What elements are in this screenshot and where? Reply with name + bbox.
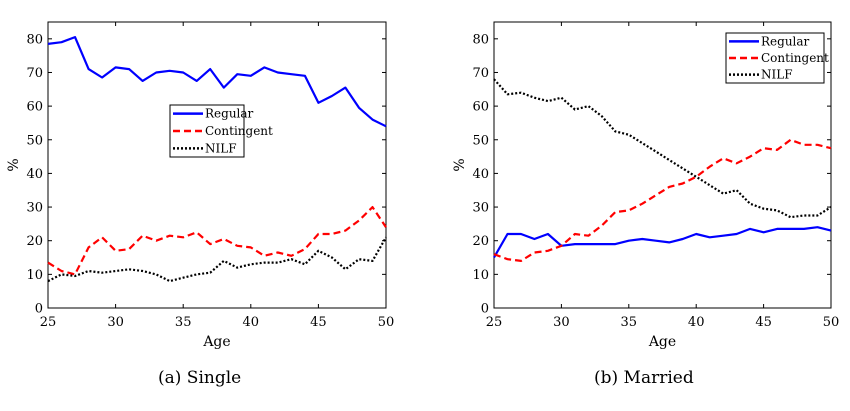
- x-tick-label: 50: [823, 315, 840, 330]
- series-line-regular: [493, 226, 832, 259]
- x-tick-label: 50: [378, 315, 395, 330]
- legend-label: NILF: [761, 68, 793, 82]
- caption-married: (b) Married: [594, 368, 694, 388]
- y-tick-label: 30: [472, 201, 489, 216]
- legend-label: Regular: [205, 107, 254, 121]
- y-tick-label: 40: [26, 167, 43, 182]
- y-tick-label: 10: [26, 268, 43, 283]
- x-tick-label: 40: [243, 315, 260, 330]
- y-tick-label: 70: [472, 66, 489, 81]
- caption-single: (a) Single: [158, 368, 242, 388]
- x-tick-label: 45: [755, 315, 772, 330]
- series-line-contingent: [493, 138, 832, 262]
- y-tick-label: 80: [472, 32, 489, 47]
- chart-panel-married: 25 30 35 40 45 50 0 10 20 30 40 50 60 70 80 Age% Regular…: [452, 21, 840, 350]
- y-axis-label: %: [452, 158, 468, 171]
- y-tick-label: 20: [472, 234, 489, 249]
- y-tick-label: 20: [26, 234, 43, 249]
- y-tick-label: 80: [26, 32, 43, 47]
- series-line-regular: [47, 35, 387, 128]
- legend-label: Contingent: [761, 51, 829, 65]
- y-tick-label: 10: [472, 268, 489, 283]
- chart-panel-single: 25 30 35 40 45 50 0 10 20 30 40 50 60 70 80 Age% Regular…: [6, 21, 395, 350]
- y-tick-label: 30: [26, 201, 43, 216]
- legend-label: Regular: [761, 34, 810, 48]
- series-line-nilf: [493, 78, 832, 219]
- y-tick-label: 0: [481, 302, 489, 317]
- x-tick-label: 35: [175, 315, 192, 330]
- y-tick-label: 50: [26, 133, 43, 148]
- x-axis-label: Age: [202, 334, 230, 350]
- legend-label: Contingent: [205, 124, 273, 138]
- x-tick-label: 30: [553, 315, 570, 330]
- x-tick-label: 25: [486, 315, 503, 330]
- x-tick-label: 35: [621, 315, 638, 330]
- y-tick-label: 70: [26, 66, 43, 81]
- y-axis-label: %: [6, 158, 22, 171]
- x-axis-label: Age: [648, 334, 676, 350]
- x-tick-label: 40: [688, 315, 705, 330]
- y-tick-label: 50: [472, 133, 489, 148]
- y-tick-label: 60: [26, 100, 43, 115]
- y-tick-label: 60: [472, 100, 489, 115]
- x-tick-label: 45: [310, 315, 327, 330]
- series-line-nilf: [47, 236, 387, 283]
- x-tick-label: 25: [40, 315, 57, 330]
- y-tick-label: 40: [472, 167, 489, 182]
- series-line-contingent: [47, 206, 387, 276]
- legend-label: NILF: [205, 141, 237, 155]
- x-tick-label: 30: [107, 315, 124, 330]
- y-tick-label: 0: [35, 302, 43, 317]
- plot-area: [47, 21, 387, 309]
